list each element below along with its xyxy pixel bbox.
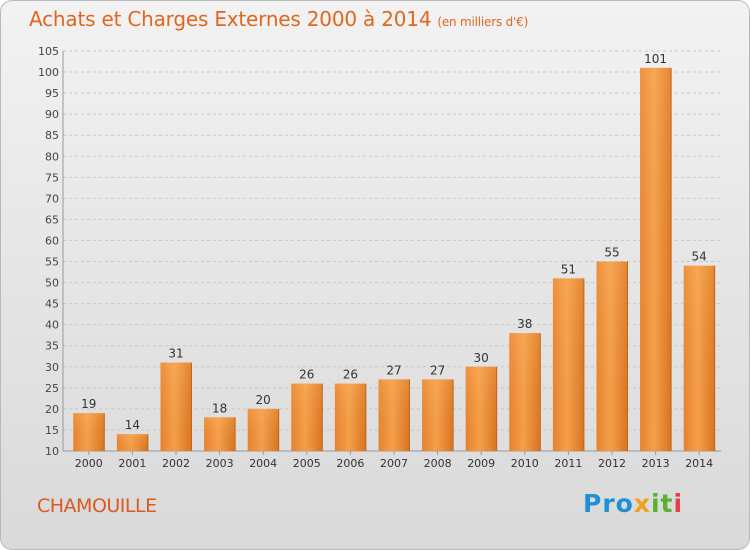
y-tick-label: 10 [45,445,59,458]
x-tick-label: 2002 [162,457,190,470]
chart-title: Achats et Charges Externes 2000 à 2014 (e… [29,7,528,31]
bar-shade [422,379,454,451]
x-tick-label: 2000 [75,457,103,470]
bar-group [247,408,280,451]
bar-layer [73,67,716,451]
bar-shade [73,413,105,451]
y-tick-label: 25 [45,382,59,395]
y-tick-label: 70 [45,192,59,205]
chart-unit: (en milliers d'€) [437,15,529,29]
value-label: 27 [386,363,401,377]
bar-shade [378,379,410,451]
value-label: 30 [474,351,489,365]
bar-group [116,434,149,451]
bar-group [160,362,192,451]
y-tick-label: 75 [45,171,59,184]
bar-shade [204,417,236,451]
value-label: 27 [430,363,445,377]
bar-group [465,366,498,451]
x-tick-label: 2001 [118,457,146,470]
bar-shade [334,383,366,451]
x-tick-label: 2010 [511,457,539,470]
bar-group [683,265,716,451]
bar-shade [596,261,628,451]
bar-shade [640,67,672,451]
bar-shade [465,366,497,451]
bar-group [291,383,323,451]
bar-shade [509,333,541,451]
bar-group [334,383,367,451]
bar-shade [552,278,584,451]
y-tick-label: 35 [45,340,59,353]
y-tick-label: 55 [45,256,59,269]
y-tick-label: 50 [45,277,59,290]
x-tick-label: 2013 [642,457,670,470]
bar-group [640,67,672,451]
y-tick-label: 105 [38,45,59,58]
logo-part-3: it [650,489,674,518]
value-label: 54 [692,250,707,264]
y-tick-label: 45 [45,298,59,311]
y-tick-label: 30 [45,361,59,374]
value-label: 101 [644,52,667,66]
y-tick-label: 85 [45,129,59,142]
label-layer: 19 14 31 18 20 26 26 27 27 30 38 51 55 101 54 [81,52,707,432]
bar-group [378,379,410,451]
bar-group [552,278,585,451]
logo-part-2: x [633,489,651,518]
logo-part-1: Pro [583,489,634,518]
bar-shade [291,383,323,451]
value-label: 55 [604,246,619,260]
axis-layer: 10 15 20 25 30 35 40 45 50 55 60 65 70 75 80 85 90 95 100 1… [38,45,721,470]
y-tick-label: 95 [45,87,59,100]
x-tick-label: 2003 [206,457,234,470]
value-label: 18 [212,401,227,415]
x-tick-label: 2012 [598,457,626,470]
chart-title-text: Achats et Charges Externes 2000 à 2014 [29,7,432,31]
bar-group [204,417,236,451]
value-label: 38 [517,317,532,331]
x-tick-label: 2011 [554,457,582,470]
logo-part-4: i [673,489,684,518]
y-tick-label: 65 [45,213,59,226]
x-tick-label: 2008 [424,457,452,470]
x-tick-label: 2006 [336,457,364,470]
value-label: 19 [81,397,96,411]
value-label: 26 [343,368,358,382]
y-tick-label: 15 [45,424,59,437]
bar-shade [160,362,192,451]
value-label: 26 [299,368,314,382]
y-tick-label: 60 [45,234,59,247]
x-tick-label: 2004 [249,457,277,470]
y-tick-label: 100 [38,66,59,79]
y-tick-label: 90 [45,108,59,121]
bar-group [509,333,541,451]
bar-group [596,261,628,451]
value-label: 14 [125,418,140,432]
x-tick-label: 2009 [467,457,495,470]
bar-shade [247,408,279,451]
x-tick-label: 2007 [380,457,408,470]
value-label: 20 [256,393,271,407]
y-tick-label: 40 [45,319,59,332]
bar-shade [116,434,148,451]
y-tick-label: 80 [45,150,59,163]
bar-shade [683,265,715,451]
bar-group [422,379,454,451]
town-name: CHAMOUILLE [37,495,157,517]
x-tick-label: 2014 [685,457,713,470]
y-tick-label: 20 [45,403,59,416]
value-label: 31 [168,347,183,361]
value-label: 51 [561,262,576,276]
proxiti-logo[interactable]: Proxiti [583,489,683,518]
bar-group [73,413,105,451]
x-tick-label: 2005 [293,457,321,470]
